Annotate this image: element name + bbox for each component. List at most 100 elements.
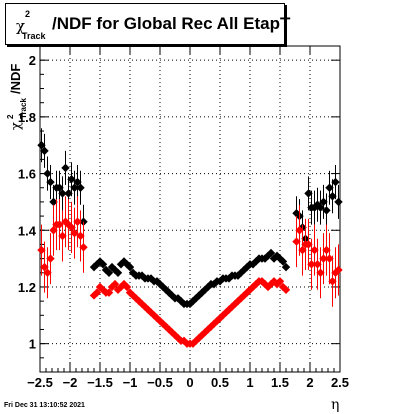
data-point xyxy=(64,220,73,229)
data-point xyxy=(152,277,162,286)
series-red xyxy=(37,196,343,348)
data-point xyxy=(64,189,73,198)
y-tick-label: 2 xyxy=(29,53,36,68)
x-tick-label: 1 xyxy=(246,375,253,390)
data-point xyxy=(319,254,328,263)
data-point xyxy=(104,268,114,277)
data-point xyxy=(224,305,234,314)
data-point xyxy=(58,231,67,241)
x-tick-label: 0.5 xyxy=(211,375,229,390)
data-point xyxy=(40,262,49,272)
data-point xyxy=(322,206,331,215)
data-point xyxy=(134,296,144,306)
data-point xyxy=(37,141,46,150)
data-point xyxy=(73,177,82,187)
data-point xyxy=(137,299,147,309)
x-tick-label: −0.5 xyxy=(147,375,173,390)
data-point xyxy=(325,183,334,192)
data-point xyxy=(67,223,76,232)
data-point xyxy=(310,203,319,212)
y-axis-title-chi: χ xyxy=(9,122,24,130)
data-point xyxy=(281,285,291,294)
x-tick-label: −2 xyxy=(63,375,78,390)
data-point xyxy=(316,268,325,277)
x-tick-label: 2 xyxy=(306,375,313,390)
data-point xyxy=(215,277,225,286)
data-point xyxy=(331,177,340,187)
data-point xyxy=(43,268,52,277)
data-point xyxy=(221,308,231,317)
y-tick-label: 1.4 xyxy=(18,223,37,238)
data-point xyxy=(55,183,64,192)
data-point xyxy=(55,220,64,229)
data-point xyxy=(224,274,234,283)
data-point xyxy=(328,277,337,286)
x-tick-label: −1 xyxy=(123,375,138,390)
data-point xyxy=(197,330,207,340)
data-point xyxy=(275,277,285,286)
title-subscript: Track xyxy=(22,31,46,41)
data-point xyxy=(203,325,213,334)
grid-lines xyxy=(40,46,340,372)
data-point xyxy=(173,333,183,343)
data-point xyxy=(70,228,79,238)
data-point xyxy=(236,268,246,277)
data-point xyxy=(155,316,165,326)
data-point xyxy=(76,231,85,241)
data-point xyxy=(37,245,46,255)
x-tick-label: −2.5 xyxy=(27,375,53,390)
data-point xyxy=(328,192,337,201)
data-point xyxy=(110,279,120,289)
data-point xyxy=(161,285,171,294)
data-point xyxy=(281,262,291,272)
data-point xyxy=(310,245,319,255)
data-point xyxy=(233,296,243,306)
data-point xyxy=(266,248,276,258)
data-point xyxy=(319,197,328,207)
data-point xyxy=(179,336,189,346)
data-point xyxy=(122,260,132,269)
data-point xyxy=(161,322,171,331)
data-point xyxy=(43,169,52,178)
data-point xyxy=(218,311,228,320)
data-point xyxy=(295,226,304,235)
data-point xyxy=(242,288,252,297)
data-point xyxy=(158,282,168,292)
timestamp: Fri Dec 31 13:10:52 2021 xyxy=(4,402,85,409)
x-axis-label: η xyxy=(331,397,340,413)
data-point xyxy=(158,319,168,329)
y-tick-label: 1.8 xyxy=(18,110,36,125)
y-tick-label: 1.6 xyxy=(18,167,36,182)
data-point xyxy=(140,302,150,311)
data-point xyxy=(70,183,79,192)
data-point xyxy=(61,163,70,173)
chart-title-box: 2 χ Track /NDF for Global Rec All EtapT xyxy=(5,3,290,45)
data-point xyxy=(173,294,183,303)
data-point xyxy=(215,313,225,323)
y-axis-title-sub: Track xyxy=(19,98,28,119)
data-point xyxy=(73,217,82,226)
data-point xyxy=(278,257,288,266)
data-point xyxy=(58,189,67,198)
x-tick-label: 1.5 xyxy=(271,375,289,390)
data-point xyxy=(304,240,313,249)
data-point xyxy=(316,203,325,212)
data-point xyxy=(334,197,343,207)
data-point xyxy=(170,330,180,340)
data-point xyxy=(92,288,102,297)
data-point xyxy=(98,260,108,269)
data-point xyxy=(152,313,162,323)
y-axis-title: χ 2 Track/NDF xyxy=(6,64,28,130)
chart-title: /NDF for Global Rec All EtapT xyxy=(52,14,291,33)
data-point xyxy=(46,177,55,187)
data-point xyxy=(239,291,249,300)
data-point xyxy=(194,291,204,300)
y-axis-title-ndf: /NDF xyxy=(8,64,23,94)
data-point xyxy=(322,245,331,255)
x-tick-label: 0 xyxy=(186,375,193,390)
data-point xyxy=(304,189,313,198)
data-point xyxy=(104,288,114,297)
data-point xyxy=(67,175,76,184)
